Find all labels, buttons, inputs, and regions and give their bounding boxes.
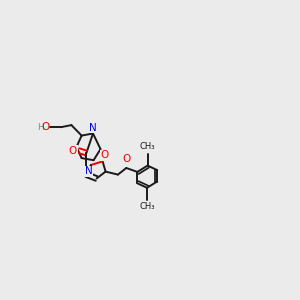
Text: N: N [85,167,92,176]
Text: O: O [122,154,130,164]
Text: O: O [100,151,109,160]
Text: CH₃: CH₃ [139,202,155,211]
Text: H: H [37,123,44,132]
Text: N: N [89,123,97,133]
Text: O: O [69,146,77,156]
Text: O: O [41,122,49,132]
Text: CH₃: CH₃ [140,142,155,151]
